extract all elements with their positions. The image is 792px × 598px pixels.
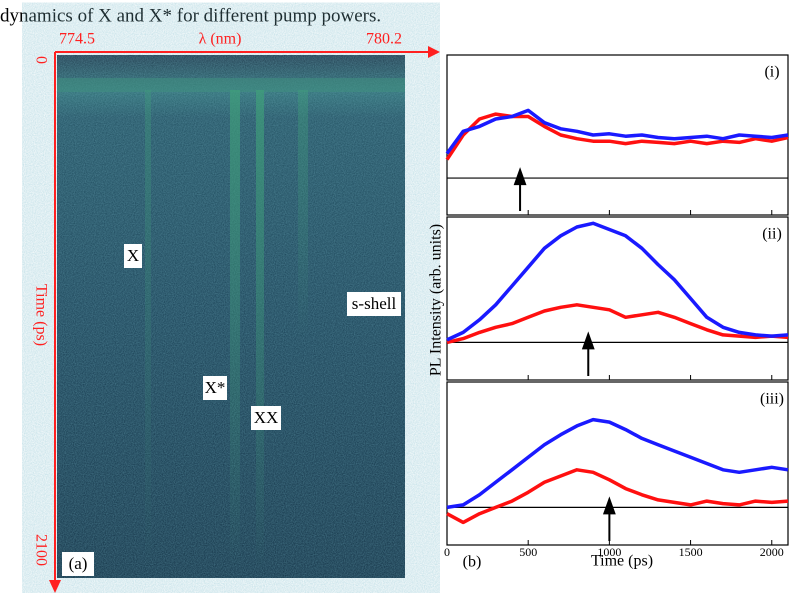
arrow	[513, 167, 527, 211]
label-box	[62, 552, 94, 576]
panel-label: (ii)	[762, 226, 782, 243]
series-line	[446, 303, 789, 345]
x-tick-label: 500	[519, 545, 537, 559]
y-label: Time (ps)	[32, 284, 49, 346]
streak-label: X	[127, 246, 139, 265]
panel-label: (i)	[764, 64, 779, 81]
label-box	[347, 292, 401, 316]
series-line	[445, 112, 789, 161]
x-start: 774.5	[59, 31, 95, 48]
label-box	[203, 376, 227, 400]
series-line	[445, 108, 789, 155]
series-line	[446, 221, 789, 342]
x-tick-label: 1500	[679, 545, 703, 559]
arrow	[602, 496, 616, 541]
panel-label: (b)	[463, 554, 482, 571]
panel-label: (iii)	[760, 391, 784, 408]
y-label: PL Intensity (arb. units)	[428, 224, 445, 376]
streak-line	[256, 90, 264, 570]
panel-label: (a)	[69, 554, 88, 573]
x-label: λ (nm)	[199, 31, 242, 48]
streak-line	[298, 90, 308, 340]
x-label: Time (ps)	[591, 553, 653, 570]
y-end: 2100	[32, 534, 49, 566]
arrow-head	[49, 580, 61, 593]
plot-frame	[446, 381, 789, 546]
x-tick-label: 2000	[760, 545, 784, 559]
arrow-head	[428, 46, 440, 58]
x-tick-label: 1000	[597, 545, 621, 559]
label-box	[251, 406, 281, 430]
x-end: 780.2	[366, 31, 402, 48]
streak-label: s-shell	[352, 294, 397, 313]
y-start: 0	[32, 56, 49, 64]
streak-label: X*	[205, 378, 226, 397]
x-tick-label: 0	[444, 545, 450, 559]
streak-label: XX	[254, 408, 279, 427]
streak-line	[145, 90, 151, 570]
streak-line	[230, 90, 240, 570]
arrow	[581, 331, 595, 376]
series-line	[446, 468, 789, 525]
plot-frame	[446, 216, 789, 381]
label-box	[124, 244, 142, 268]
caption: dynamics of X and X* for different pump …	[0, 5, 381, 26]
series-line	[446, 417, 789, 510]
streak-band	[57, 78, 405, 92]
